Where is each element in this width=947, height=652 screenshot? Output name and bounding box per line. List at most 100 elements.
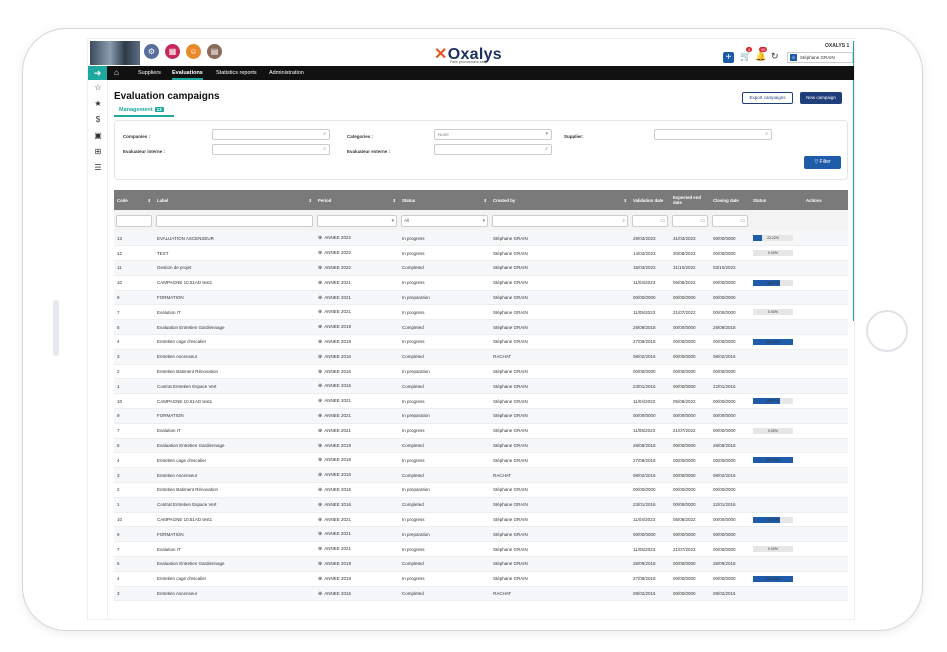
nav-statistics-reports[interactable]: Statistics reports [216, 70, 257, 76]
zoom-icon[interactable]: ⊕ [318, 368, 323, 375]
cell-actions[interactable] [803, 467, 848, 484]
table-row[interactable]: 1 Contrat Entretien Espace Vert ⊕ ANNEE 201… [114, 497, 848, 513]
closing-date-filter[interactable]: ▭ [712, 214, 748, 227]
table-row[interactable]: 3 Entretien Ascenseur ⊕ ANNEE 2016 Completed… [114, 467, 848, 484]
table-row[interactable]: 9 FORMATION ⊕ ANNEE 2021 In preparation Stéph… [114, 526, 848, 543]
table-row[interactable]: 4 Entretien cage d'escalier ⊕ ANNEE 2019 In … [114, 571, 848, 587]
cell-actions[interactable] [803, 334, 848, 350]
table-row[interactable]: 2 Entretien Batiment Rénovation ⊕ ANNEE 201… [114, 482, 848, 498]
validation-date-filter[interactable]: ▭ [632, 214, 668, 227]
calendar-icon[interactable]: ▣ [94, 131, 102, 140]
zoom-icon[interactable]: ⊕ [318, 457, 323, 464]
zoom-icon[interactable]: ⊕ [318, 546, 323, 553]
table-row[interactable]: 3 Entretien Ascenseur ⊕ ANNEE 2016 Completed… [114, 349, 848, 365]
table-row[interactable]: 12 TEST ⊕ ANNEE 2022 In progress Stéphane GRA… [114, 245, 848, 262]
period-filter-select[interactable]: ▾ [317, 214, 397, 227]
table-row[interactable]: 10 CAMPAGNE 10.51AD test1 ⊕ ANNEE 2021 In pr… [114, 512, 848, 528]
cell-actions[interactable] [803, 393, 848, 410]
status-filter-select[interactable]: All ▾ [401, 214, 488, 227]
zoom-icon[interactable]: ⊕ [318, 398, 323, 405]
companies-input[interactable]: ⌕ [212, 129, 330, 140]
filter-button[interactable]: ▽ Filter [804, 156, 841, 169]
zoom-icon[interactable]: ⊕ [318, 501, 323, 508]
cell-actions[interactable] [803, 290, 848, 306]
zoom-icon[interactable]: ⊕ [318, 442, 323, 449]
cell-actions[interactable] [803, 378, 848, 395]
document-app-icon[interactable]: ▤ [207, 44, 222, 59]
zoom-icon[interactable]: ⊕ [318, 250, 323, 257]
col-progress-status[interactable]: Status [750, 190, 803, 210]
cart-icon[interactable]: 🛒 [740, 51, 752, 61]
home-icon[interactable]: ⌂ [114, 68, 119, 77]
zoom-icon[interactable]: ⊕ [318, 531, 323, 538]
new-campaign-button[interactable]: New campaign [800, 92, 842, 104]
bell-icon[interactable]: 🔔 [755, 51, 767, 61]
user-menu[interactable]: S Stéphane GRAIN [787, 52, 853, 63]
col-label[interactable]: Label ⇕ [154, 190, 315, 210]
table-row[interactable]: 3 Entretien Ascenseur ⊕ ANNEE 2016 Completed… [114, 586, 848, 602]
zoom-icon[interactable]: ⊕ [318, 309, 323, 316]
table-row[interactable]: 9 FORMATION ⊕ ANNEE 2021 In preparation Stéph… [114, 408, 848, 424]
table-row[interactable]: 5 Evaluation Entretien Gardiennage ⊕ ANNEE … [114, 556, 848, 572]
cell-actions[interactable] [803, 319, 848, 336]
cell-actions[interactable] [803, 482, 848, 498]
cell-actions[interactable] [803, 408, 848, 424]
col-code[interactable]: Code ⇕ [114, 190, 154, 210]
cell-actions[interactable] [803, 275, 848, 291]
cell-actions[interactable] [803, 526, 848, 543]
zoom-icon[interactable]: ⊕ [318, 472, 323, 479]
cell-actions[interactable] [803, 304, 848, 321]
external-evaluator-input[interactable]: ⌕ [434, 144, 552, 155]
zoom-icon[interactable]: ⊕ [318, 324, 323, 331]
categories-select[interactable]: None ▾ [434, 129, 552, 140]
table-row[interactable]: 7 Evalution IT ⊕ ANNEE 2021 In progress Stéph… [114, 541, 848, 558]
internal-evaluator-input[interactable]: ⌕ [212, 144, 330, 155]
cell-actions[interactable] [803, 497, 848, 513]
cell-actions[interactable] [803, 556, 848, 572]
cell-actions[interactable] [803, 423, 848, 439]
cell-actions[interactable] [803, 245, 848, 262]
cell-actions[interactable] [803, 586, 848, 602]
cell-actions[interactable] [803, 452, 848, 469]
table-row[interactable]: 13 EVALUATION ASCENSEUR ⊕ ANNEE 2022 In prog… [114, 231, 848, 247]
nav-suppliers[interactable]: Suppliers [138, 70, 161, 76]
table-row[interactable]: 10 CAMPAGNE 10.51AD test1 ⊕ ANNEE 2021 In pr… [114, 393, 848, 410]
star-icon[interactable]: ☆ [94, 83, 102, 92]
table-row[interactable]: 5 Evaluation Entretien Gardiennage ⊕ ANNEE … [114, 319, 848, 336]
zoom-icon[interactable]: ⊕ [318, 575, 323, 582]
col-created-by[interactable]: Created by ⇕ [490, 190, 630, 210]
table-row[interactable]: 10 CAMPAGNE 10.51AD test1 ⊕ ANNEE 2021 In pr… [114, 275, 848, 291]
table-row[interactable]: 5 Evaluation Entretien Gardiennage ⊕ ANNEE … [114, 438, 848, 454]
cell-actions[interactable] [803, 231, 848, 247]
zoom-icon[interactable]: ⊕ [318, 294, 323, 301]
zoom-icon[interactable]: ⊕ [318, 427, 323, 434]
tab-management[interactable]: Management 13 [119, 107, 164, 113]
created-by-filter-input[interactable]: ⌕ [492, 214, 628, 227]
zoom-icon[interactable]: ⊕ [318, 412, 323, 419]
cell-actions[interactable] [803, 512, 848, 528]
cell-actions[interactable] [803, 349, 848, 365]
dollar-icon[interactable]: $ [95, 115, 101, 124]
col-period[interactable]: Period ⇕ [315, 190, 399, 210]
table-row[interactable]: 9 FORMATION ⊕ ANNEE 2021 In preparation Stéph… [114, 290, 848, 306]
list-icon[interactable]: ☰ [94, 163, 102, 172]
chart-app-icon[interactable]: ▦ [165, 44, 180, 59]
cell-actions[interactable] [803, 438, 848, 454]
cell-actions[interactable] [803, 260, 848, 276]
zoom-icon[interactable]: ⊕ [318, 590, 323, 597]
col-expected-end-date[interactable]: Expected end date [670, 190, 710, 210]
zoom-icon[interactable]: ⊕ [318, 486, 323, 493]
code-filter-input[interactable] [116, 214, 152, 227]
zoom-icon[interactable]: ⊕ [318, 383, 323, 390]
cell-actions[interactable] [803, 541, 848, 558]
col-validation-date[interactable]: Validation date [630, 190, 670, 210]
col-status[interactable]: Status ⇕ [399, 190, 490, 210]
zoom-icon[interactable]: ⊕ [318, 235, 323, 242]
zoom-icon[interactable]: ⊕ [318, 264, 323, 271]
gear-app-icon[interactable]: ⚙ [144, 44, 159, 59]
network-icon[interactable]: ⊞ [94, 147, 102, 156]
table-row[interactable]: 1 Contrat Entretien Espace Vert ⊕ ANNEE 201… [114, 378, 848, 395]
table-row[interactable]: 7 Evalution IT ⊕ ANNEE 2021 In progress Stéph… [114, 304, 848, 321]
star-list-icon[interactable]: ★ [94, 99, 102, 108]
table-row[interactable]: 4 Entretien cage d'escalier ⊕ ANNEE 2019 In … [114, 334, 848, 350]
